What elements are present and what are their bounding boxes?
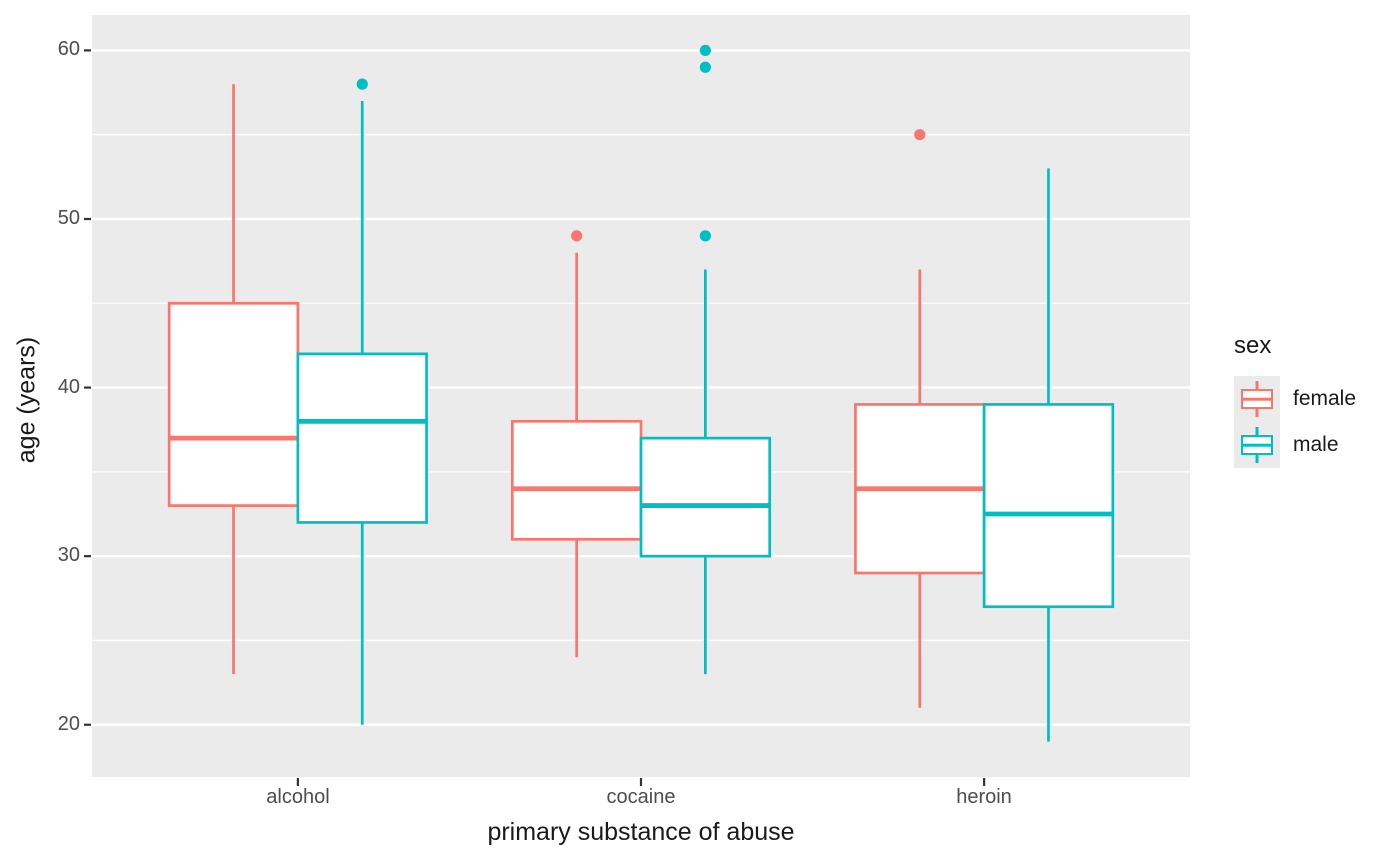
y-tick-label: 20 bbox=[57, 713, 80, 736]
boxplot-key-icon bbox=[1234, 376, 1280, 422]
y-tick-label: 30 bbox=[57, 544, 80, 567]
legend-label: male bbox=[1293, 433, 1339, 456]
y-axis-title: age (years) bbox=[12, 336, 41, 464]
legend: sex female male bbox=[1234, 332, 1356, 468]
x-axis-title: primary substance of abuse bbox=[487, 818, 795, 846]
legend-entry-female: female bbox=[1234, 376, 1356, 422]
y-tick-label: 60 bbox=[57, 38, 80, 61]
legend-title: sex bbox=[1234, 332, 1272, 359]
x-tick-label-cocaine: cocaine bbox=[606, 786, 676, 808]
y-tick-label: 50 bbox=[57, 207, 80, 230]
legend-entry-male: male bbox=[1234, 422, 1356, 468]
key-median bbox=[1241, 397, 1273, 401]
legend-label: female bbox=[1293, 387, 1357, 410]
key-median bbox=[1241, 443, 1273, 447]
boxplot-key-icon bbox=[1234, 422, 1280, 468]
y-tick-label: 40 bbox=[57, 376, 80, 399]
x-tick-label-heroin: heroin bbox=[956, 786, 1012, 808]
x-tick-label-alcohol: alcohol bbox=[266, 786, 330, 808]
